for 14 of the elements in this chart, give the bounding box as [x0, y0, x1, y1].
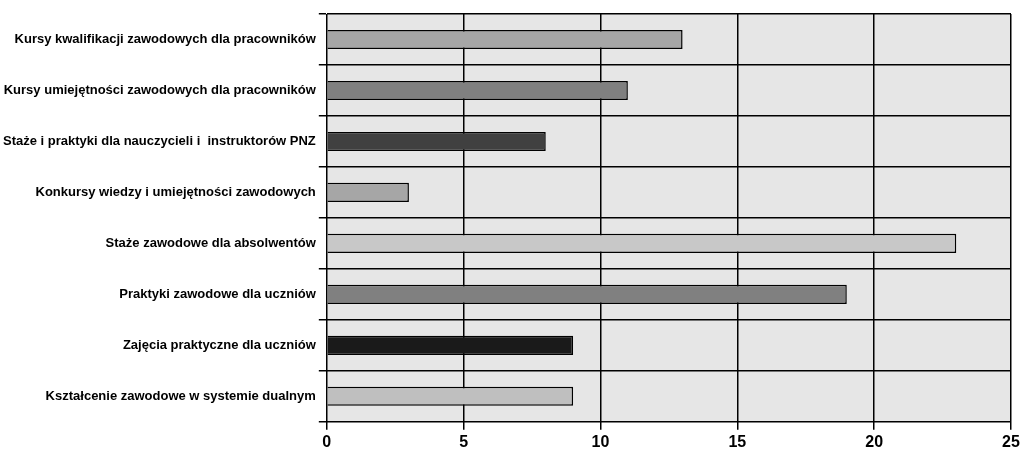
y-tick-label: Kształcenie zawodowe w systemie dualnym [45, 387, 316, 403]
x-tick-label: 10 [591, 432, 610, 450]
x-tick-label: 25 [1002, 432, 1020, 450]
x-tick-label: 20 [865, 432, 884, 450]
y-tick-label: Kursy kwalifikacji zawodowych dla pracowników [14, 31, 317, 47]
y-tick-label: Konkursy wiedzy i umiejętności zawodowych [35, 183, 316, 199]
y-tick-label: Praktyki zawodowe dla uczniów [119, 285, 317, 301]
x-tick-label: 15 [728, 432, 747, 450]
y-tick-label: Staże i praktyki dla nauczycieli i instruktorów PNZ [3, 133, 316, 149]
y-tick-label: Kursy umiejętności zawodowych dla pracowników [3, 82, 317, 98]
x-tick-label: 0 [322, 432, 332, 450]
y-tick-label: Staże zawodowe dla absolwentów [105, 234, 317, 250]
y-tick-label: Zajęcia praktyczne dla uczniów [122, 336, 317, 352]
x-tick-label: 5 [459, 432, 469, 450]
